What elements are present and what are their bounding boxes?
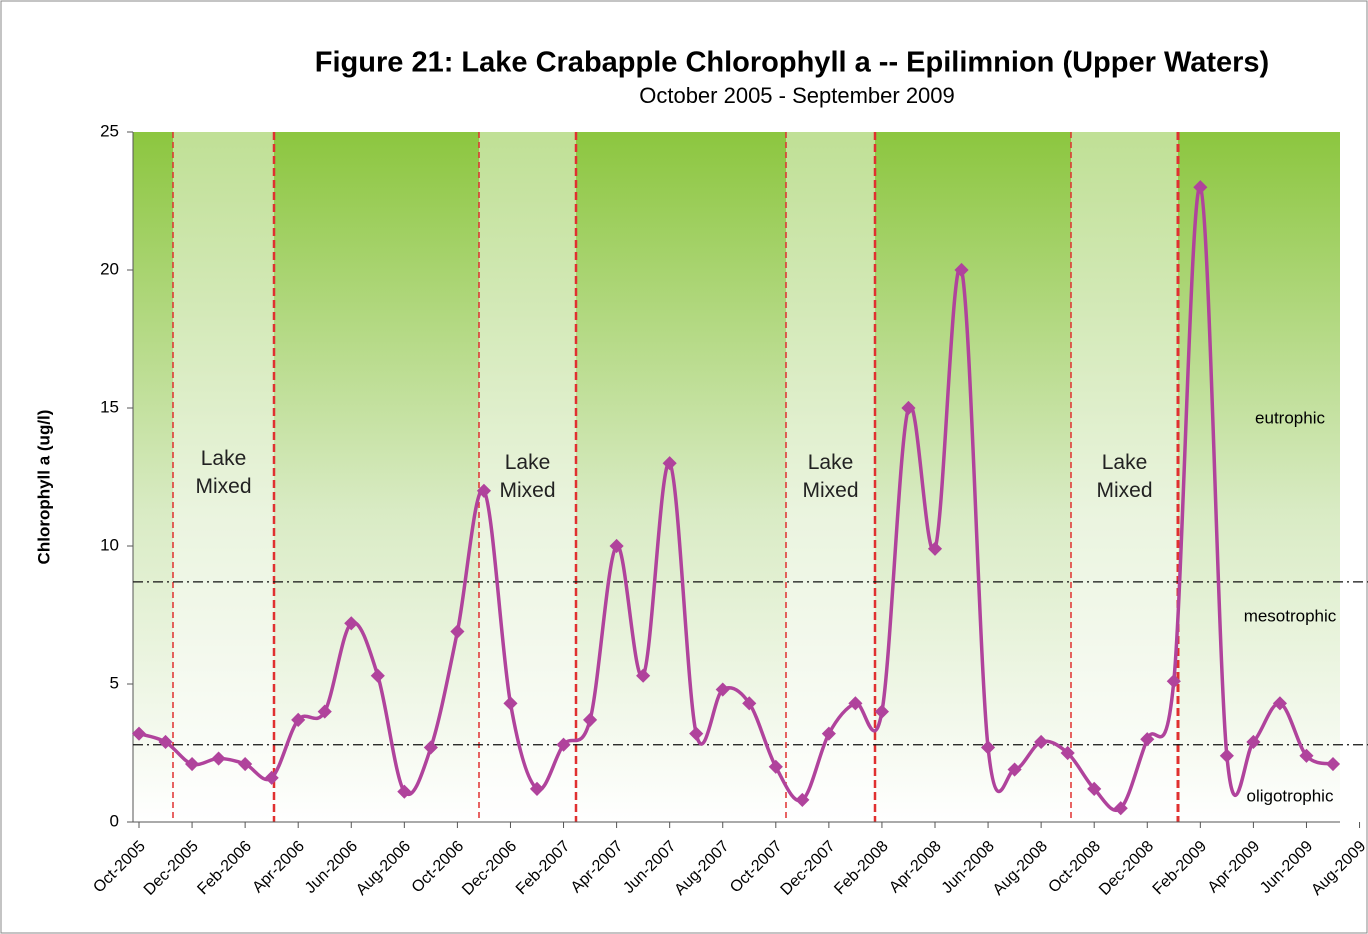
data-point	[662, 456, 677, 471]
data-point	[582, 712, 598, 727]
mixed-label: Lake Mixed	[1096, 451, 1153, 502]
data-point	[1325, 756, 1341, 772]
y-tick-label: 20	[100, 259, 119, 278]
data-point	[317, 704, 332, 719]
zone-label: eutrophic	[1255, 408, 1325, 427]
data-point	[954, 262, 969, 278]
data-point	[211, 751, 226, 766]
x-tick-label: Jun-2007	[620, 838, 679, 897]
data-point	[927, 541, 943, 556]
data-point	[1140, 732, 1155, 747]
y-tick-label: 5	[110, 673, 119, 692]
data-point	[742, 696, 757, 711]
data-point	[609, 538, 624, 554]
data-point	[1166, 674, 1181, 689]
data-point	[264, 770, 279, 785]
y-tick-label: 10	[100, 535, 119, 554]
data-point	[715, 682, 730, 697]
x-tick-label: Oct-2005	[90, 838, 149, 897]
data-point	[556, 737, 571, 752]
data-point	[1087, 781, 1102, 796]
data-point	[1034, 734, 1049, 750]
data-point	[768, 759, 783, 774]
data-point	[1219, 748, 1234, 763]
data-point	[529, 781, 545, 796]
data-point	[291, 712, 306, 727]
x-tick-label: Jun-2009	[1257, 838, 1316, 897]
chart-title: Figure 21: Lake Crabapple Chlorophyll a …	[315, 47, 1269, 79]
x-tick-label: Aug-2006	[353, 838, 414, 899]
mixed-band	[173, 132, 274, 822]
data-point	[1007, 762, 1022, 777]
x-tick-label: Feb-2009	[1150, 838, 1211, 899]
data-point	[450, 624, 465, 639]
data-point	[821, 726, 836, 741]
x-tick-label: Oct-2007	[727, 838, 786, 897]
x-tick-label: Oct-2006	[409, 838, 468, 897]
x-tick-label: Feb-2006	[194, 838, 255, 899]
x-tick-label: Feb-2007	[513, 838, 574, 899]
plot-area	[133, 132, 1340, 822]
x-tick-label: Aug-2007	[671, 838, 732, 899]
data-point	[503, 696, 518, 711]
data-point	[980, 740, 996, 755]
x-tick-label: Aug-2009	[1308, 838, 1368, 899]
data-point	[131, 726, 147, 741]
y-tick-label: 15	[100, 397, 119, 416]
x-tick-label: Jun-2006	[302, 838, 361, 897]
data-point	[158, 734, 173, 750]
x-tick-label: Dec-2006	[459, 838, 520, 899]
mixed-label: Lake Mixed	[195, 447, 252, 498]
x-tick-label: Dec-2007	[778, 838, 839, 899]
x-tick-label: Feb-2008	[831, 838, 892, 899]
mixed-band	[479, 132, 576, 822]
data-point	[1299, 748, 1314, 763]
data-point	[344, 616, 359, 631]
data-point	[689, 726, 704, 741]
data-point	[901, 400, 916, 416]
data-point	[1193, 180, 1208, 195]
data-point	[1113, 801, 1128, 816]
series-line	[138, 185, 1334, 812]
data-point	[1246, 734, 1261, 750]
y-axis-label: Chlorophyll a (ug/l)	[34, 410, 53, 565]
data-point	[848, 696, 863, 711]
data-point	[423, 740, 438, 755]
data-point	[874, 704, 890, 719]
mixed-band	[1071, 132, 1178, 822]
data-point	[238, 756, 253, 772]
x-tick-label: Apr-2007	[568, 838, 627, 897]
data-point	[476, 483, 492, 498]
data-point	[795, 792, 810, 807]
x-tick-label: Aug-2008	[990, 838, 1051, 899]
mixed-label: Lake Mixed	[802, 451, 859, 502]
x-tick-label: Oct-2008	[1045, 838, 1104, 897]
zone-label: oligotrophic	[1247, 786, 1334, 805]
data-point	[1060, 745, 1075, 761]
x-tick-label: Dec-2008	[1096, 838, 1157, 899]
data-point	[636, 668, 651, 683]
y-tick-label: 0	[110, 811, 119, 830]
data-point	[397, 784, 412, 799]
x-tick-label: Apr-2009	[1205, 838, 1264, 897]
y-tick-label: 25	[100, 121, 119, 140]
x-tick-label: Apr-2006	[249, 838, 308, 897]
mixed-label: Lake Mixed	[499, 451, 556, 502]
chart-subtitle: October 2005 - September 2009	[639, 83, 955, 108]
data-point	[1272, 696, 1288, 711]
zone-label: mesotrophic	[1244, 606, 1337, 625]
x-tick-label: Dec-2005	[141, 838, 202, 899]
data-point	[184, 756, 200, 772]
x-tick-label: Apr-2008	[886, 838, 945, 897]
x-tick-label: Jun-2008	[939, 838, 998, 897]
data-point	[370, 668, 385, 683]
